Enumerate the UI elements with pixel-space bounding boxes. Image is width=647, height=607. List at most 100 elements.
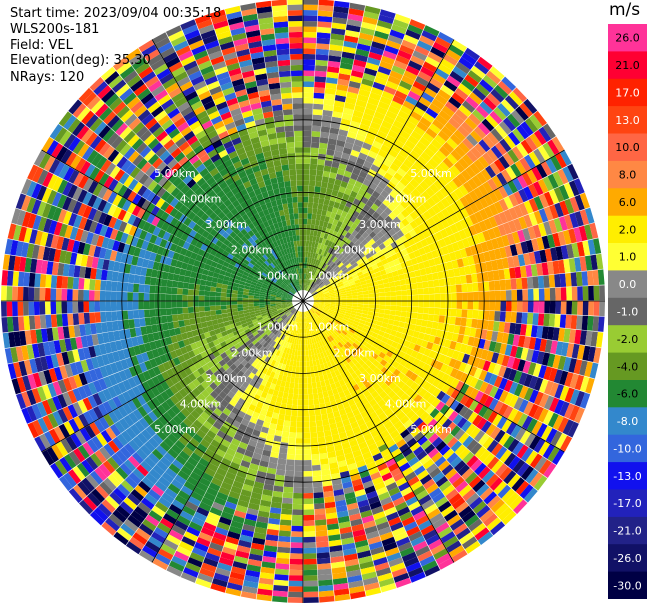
velocity-gate [87, 395, 98, 409]
velocity-gate [204, 467, 216, 478]
velocity-gate [272, 389, 279, 397]
velocity-gate [343, 107, 354, 116]
velocity-gate [268, 325, 275, 331]
velocity-gate [349, 75, 363, 84]
velocity-gate [347, 398, 356, 407]
velocity-gate [360, 280, 367, 286]
velocity-gate [21, 242, 29, 258]
velocity-gate [326, 361, 332, 368]
velocity-gate [518, 372, 528, 386]
velocity-gate [542, 176, 554, 192]
velocity-gate [396, 438, 407, 449]
velocity-gate [147, 489, 161, 501]
velocity-gate [431, 193, 441, 204]
velocity-gate [171, 294, 177, 301]
velocity-gate [381, 536, 396, 547]
velocity-gate [333, 351, 339, 358]
velocity-gate [372, 159, 383, 168]
velocity-gate [325, 265, 331, 272]
velocity-gate [227, 530, 241, 540]
velocity-gate [395, 290, 402, 296]
velocity-gate [339, 123, 350, 132]
velocity-gate [277, 458, 287, 465]
velocity-gate [413, 510, 427, 521]
velocity-gate [315, 180, 322, 188]
velocity-gate [297, 311, 300, 317]
velocity-gate [384, 215, 393, 224]
velocity-gate [182, 352, 191, 361]
velocity-gate [282, 358, 288, 365]
velocity-gate [77, 348, 86, 361]
velocity-gate [134, 420, 146, 433]
velocity-gate [379, 359, 388, 367]
velocity-gate [303, 454, 312, 461]
velocity-gate [303, 37, 317, 44]
velocity-gate [323, 291, 330, 295]
velocity-gate [319, 142, 328, 150]
velocity-gate [134, 506, 149, 519]
velocity-gate [278, 326, 284, 333]
velocity-gate [503, 392, 514, 406]
velocity-gate [268, 339, 274, 346]
velocity-gate [230, 520, 244, 530]
velocity-gate [293, 309, 297, 315]
velocity-gate [453, 523, 468, 536]
velocity-gate [390, 305, 397, 311]
velocity-gate [251, 367, 259, 375]
velocity-gate [346, 301, 353, 304]
velocity-gate [347, 248, 354, 255]
velocity-gate [37, 342, 46, 357]
velocity-gate [160, 543, 176, 556]
velocity-gate [211, 537, 225, 547]
velocity-gate [160, 293, 166, 301]
velocity-gate [165, 286, 172, 295]
velocity-gate [428, 103, 442, 115]
velocity-gate [425, 127, 438, 139]
velocity-gate [198, 501, 212, 512]
velocity-gate [354, 413, 363, 422]
velocity-gate [162, 322, 169, 331]
velocity-gate [560, 301, 567, 315]
velocity-gate [305, 339, 308, 345]
velocity-gate [87, 492, 102, 507]
velocity-gate [325, 210, 332, 218]
velocity-gate [304, 328, 307, 334]
velocity-gate [244, 449, 254, 458]
velocity-gate [266, 433, 275, 441]
velocity-gate [117, 393, 128, 406]
velocity-gate [314, 342, 319, 349]
velocity-gate [220, 439, 231, 448]
velocity-gate [597, 269, 605, 285]
velocity-gate [518, 216, 528, 230]
velocity-gate [400, 392, 410, 402]
velocity-gate [222, 317, 229, 323]
velocity-gate [185, 358, 194, 367]
velocity-gate [362, 204, 371, 212]
velocity-gate [285, 336, 290, 342]
velocity-gate [111, 320, 119, 332]
velocity-gate [306, 285, 310, 291]
velocity-gate [587, 239, 596, 255]
velocity-gate [172, 314, 179, 322]
velocity-gate [427, 51, 443, 63]
velocity-gate [503, 379, 514, 393]
velocity-gate [367, 256, 375, 263]
velocity-gate [303, 202, 308, 208]
velocity-gate [188, 521, 203, 532]
velocity-gate [445, 293, 452, 301]
velocity-gate [449, 368, 459, 378]
velocity-gate [490, 145, 503, 159]
velocity-gate [197, 345, 206, 354]
velocity-gate [63, 421, 75, 436]
velocity-gate [303, 75, 315, 82]
velocity-gate [327, 336, 332, 343]
velocity-gate [265, 534, 279, 542]
velocity-gate [338, 234, 345, 242]
velocity-gate [396, 363, 405, 372]
velocity-gate [338, 324, 345, 330]
velocity-gate [516, 124, 530, 140]
velocity-gate [346, 290, 352, 294]
velocity-gate [353, 534, 367, 543]
velocity-gate [469, 496, 483, 510]
velocity-gate [324, 295, 331, 298]
